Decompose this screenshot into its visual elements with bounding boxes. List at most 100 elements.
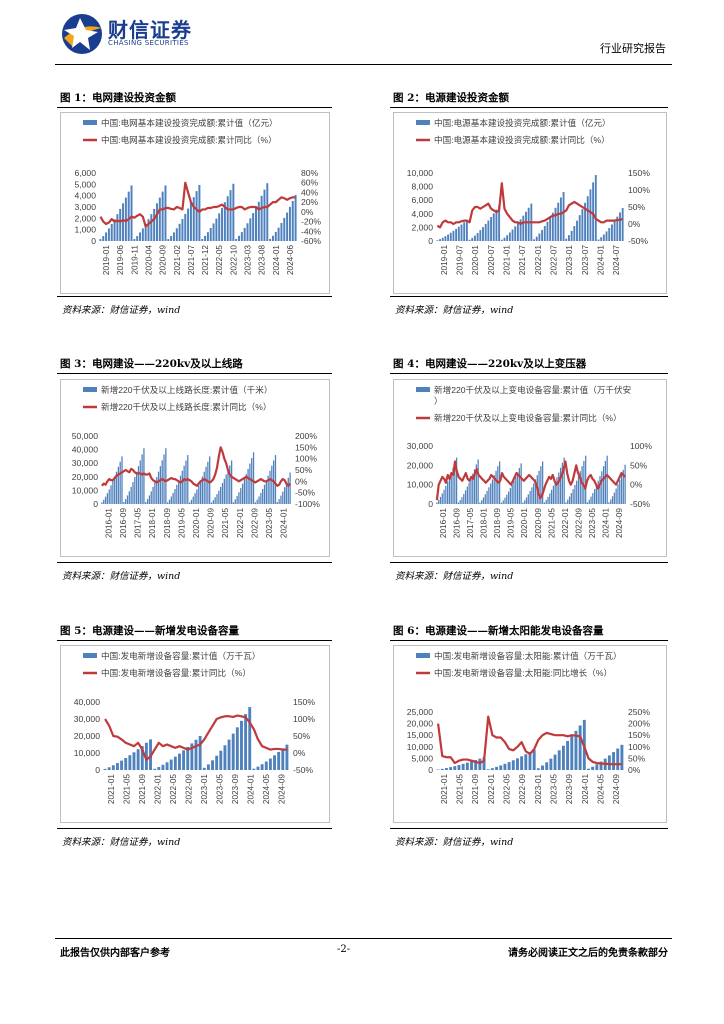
data-bar <box>212 500 214 504</box>
data-bar <box>167 502 169 504</box>
x-axis-tick-label: 2024-01 <box>280 508 289 538</box>
logo-subtitle: CHASING SECURITIES <box>108 39 189 47</box>
x-axis-tick-label: 2021-05 <box>456 774 465 804</box>
figure-1-title: 图 1：电网建设投资金额 <box>60 92 176 104</box>
data-bar <box>124 758 128 770</box>
data-bar <box>549 758 553 770</box>
figure-5-title: 图 5：电源建设——新增发电设备容量 <box>60 625 239 637</box>
x-axis-tick-label: 2024-01 <box>272 245 281 275</box>
data-bar <box>119 208 122 241</box>
data-bar <box>495 766 499 770</box>
x-axis-tick-label: 2021-05 <box>221 508 230 538</box>
x-axis-tick-label: 2022-09 <box>518 774 527 804</box>
figure-2-title: 图 2：电源建设投资金额 <box>393 92 509 104</box>
data-bar <box>288 206 291 241</box>
data-bar <box>595 764 599 770</box>
data-bar <box>216 494 218 504</box>
legend-line-label: 中国:发电新增设备容量:累计同比（%） <box>101 667 251 678</box>
left-axis-tick-label: 4,000 <box>74 191 96 201</box>
data-bar <box>170 236 173 241</box>
figure-4-source: 资料来源：财信证券，wind <box>395 571 514 582</box>
data-bar <box>223 745 227 770</box>
data-bar <box>201 476 204 504</box>
data-bar <box>532 749 536 770</box>
x-axis-tick-label: 2023-09 <box>231 774 240 804</box>
data-bar <box>190 499 193 504</box>
x-axis-tick-label: 2024-07 <box>612 245 621 275</box>
x-axis-tick-label: 2018-09 <box>163 508 172 538</box>
data-bar <box>606 455 608 504</box>
data-bar <box>215 755 219 770</box>
x-axis-tick-label: 2021-01 <box>440 774 449 804</box>
data-bar <box>240 720 243 770</box>
x-axis-tick-label: 2019-01 <box>440 245 449 275</box>
data-bar <box>161 460 163 504</box>
data-bar <box>551 212 554 241</box>
data-bar <box>559 467 562 504</box>
right-axis-tick-label: 250% <box>628 707 650 717</box>
x-axis-tick-label: 2022-01 <box>534 245 543 275</box>
data-bar <box>487 220 490 241</box>
x-axis-tick-label: 2020-09 <box>534 508 543 538</box>
left-axis-tick-label: 2,000 <box>74 213 96 223</box>
data-bar <box>488 487 490 504</box>
yoy-series-line <box>104 714 287 761</box>
data-bar <box>604 461 607 504</box>
data-bar <box>527 494 529 504</box>
data-bar <box>502 500 504 504</box>
data-bar <box>243 227 246 241</box>
data-bar <box>101 502 103 504</box>
legend-line-label: 新增220千伏及以上变电设备容量:累计同比（%） <box>434 412 622 423</box>
data-bar <box>238 492 240 504</box>
data-bar <box>158 197 161 241</box>
data-bar <box>503 763 507 770</box>
data-bar <box>491 479 494 504</box>
data-bar <box>495 470 497 504</box>
x-axis-tick-label: 2019-01 <box>102 245 111 275</box>
left-axis-tick-label: 0 <box>428 499 433 509</box>
data-bar <box>269 238 272 241</box>
data-bar <box>554 481 556 504</box>
data-bar <box>576 480 578 504</box>
left-axis-tick-label: 50,000 <box>72 431 99 441</box>
figure-5-source: 资料来源：财信证券，wind <box>62 837 181 848</box>
data-bar <box>471 237 474 241</box>
right-axis-tick-label: -50% <box>295 488 315 498</box>
data-bar <box>477 459 479 504</box>
data-bar <box>112 481 114 504</box>
data-bar <box>617 484 619 504</box>
data-bar <box>461 497 463 504</box>
data-bar <box>452 467 454 504</box>
x-axis-tick-label: 2021-02 <box>173 245 182 275</box>
data-bar <box>581 209 584 241</box>
right-axis-tick-label: 40% <box>301 187 319 197</box>
data-bar <box>219 750 223 770</box>
data-bar <box>128 491 130 504</box>
right-axis-tick-label: 50% <box>295 465 313 475</box>
data-bar <box>556 477 558 504</box>
data-bar <box>111 765 115 770</box>
data-bar <box>240 232 243 241</box>
left-axis-tick-label: 15,000 <box>407 730 434 740</box>
data-bar <box>140 746 144 770</box>
data-bar <box>524 754 528 770</box>
left-axis-tick-label: 5,000 <box>411 753 433 763</box>
x-axis-tick-label: 2023-05 <box>550 774 559 804</box>
x-axis-tick-label: 2023-05 <box>588 508 597 538</box>
data-bar <box>285 482 288 504</box>
data-bar <box>176 484 178 504</box>
data-bar <box>215 218 218 241</box>
data-bar <box>285 744 289 770</box>
x-axis-tick-label: 2022-05 <box>215 245 224 275</box>
data-bar <box>230 460 233 504</box>
data-bar <box>232 502 235 504</box>
x-axis-tick-label: 2024-01 <box>246 774 255 804</box>
data-bar <box>150 491 152 504</box>
legend-bar-label: 中国:电网基本建设投资完成额:累计值（亿元） <box>101 117 278 128</box>
data-bar <box>227 739 231 770</box>
x-axis-tick-label: 2018-01 <box>480 508 489 538</box>
data-bar <box>492 213 495 241</box>
data-bar <box>143 448 145 504</box>
right-axis-tick-label: 0% <box>628 219 641 229</box>
data-bar <box>563 457 565 504</box>
